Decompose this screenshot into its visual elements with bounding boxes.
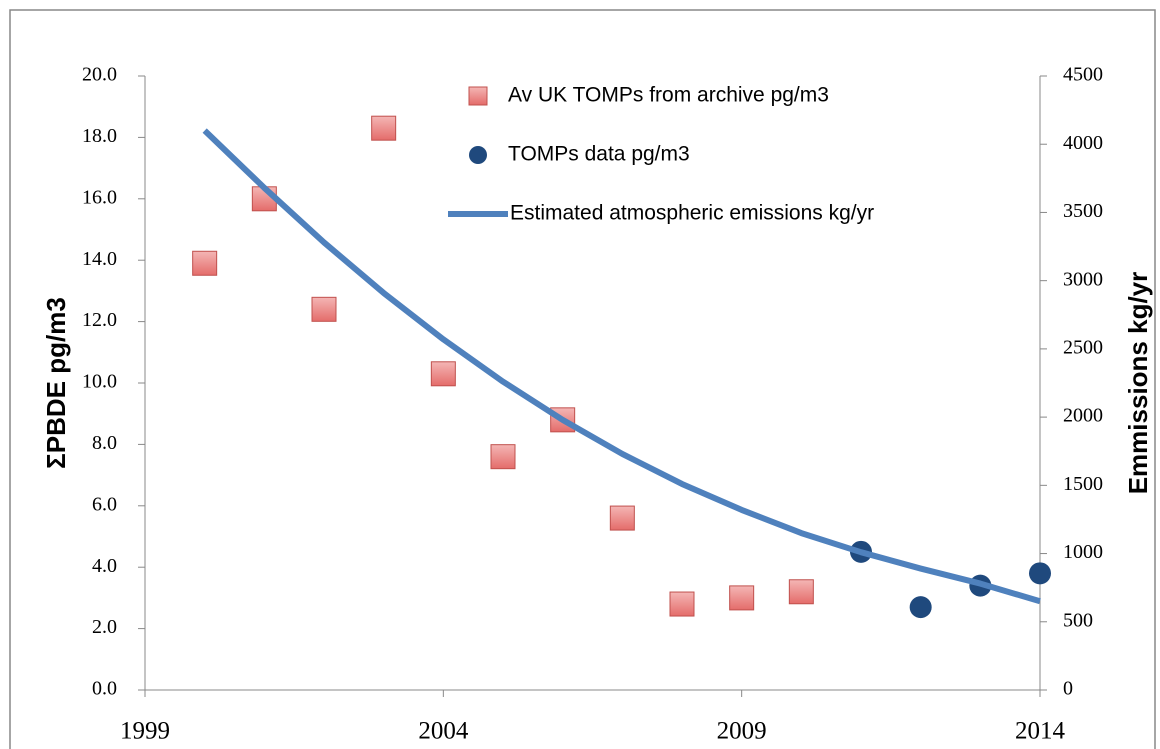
square-marker: [669, 591, 695, 617]
x-tick-label: 1999: [120, 718, 170, 745]
y-tick-label: 20.0: [82, 64, 117, 86]
emission-line: [202, 128, 1041, 605]
y2-tick-label: 500: [1063, 609, 1093, 631]
y2-tick-label: 4000: [1063, 132, 1103, 154]
legend-marker: [469, 146, 487, 164]
y-tick-label: 16.0: [82, 186, 117, 208]
y2-tick-label: 3500: [1063, 200, 1103, 222]
square-marker: [788, 579, 814, 605]
y-tick-label: 18.0: [82, 125, 117, 147]
circle-marker: [909, 596, 932, 619]
legend-label: TOMPs data pg/m3: [508, 143, 690, 166]
y2-axis-label: Emmissions kg/yr: [1123, 272, 1153, 495]
x-tick-label: 2014: [1015, 718, 1066, 745]
legend-label: Estimated atmospheric emissions kg/yr: [510, 202, 874, 225]
y-tick-label: 4.0: [92, 555, 117, 577]
square-marker: [192, 250, 218, 276]
legend-label: Av UK TOMPs from archive pg/m3: [508, 84, 829, 107]
square-marker: [490, 444, 516, 470]
y2-tick-label: 2500: [1063, 336, 1103, 358]
x-tick-label: 2009: [717, 718, 767, 745]
y-tick-label: 10.0: [82, 371, 117, 393]
y2-tick-label: 3000: [1063, 268, 1103, 290]
square-marker: [609, 505, 635, 531]
square-marker: [729, 585, 755, 611]
square-marker: [311, 296, 337, 322]
chart-border: [9, 9, 1156, 749]
y2-tick-label: 4500: [1063, 64, 1103, 86]
y-tick-label: 6.0: [92, 493, 117, 515]
y2-tick-label: 0: [1063, 678, 1073, 700]
y-tick-label: 8.0: [92, 432, 117, 454]
square-marker: [371, 115, 397, 141]
y-tick-label: 12.0: [82, 309, 117, 331]
y-tick-label: 0.0: [92, 678, 117, 700]
y-tick-label: 2.0: [92, 616, 117, 638]
y2-tick-label: 1500: [1063, 473, 1103, 495]
square-marker: [430, 361, 456, 387]
y2-tick-label: 1000: [1063, 541, 1103, 563]
y2-tick-label: 2000: [1063, 405, 1103, 427]
x-tick-label: 2004: [418, 718, 469, 745]
y-axis-label: ΣPBDE pg/m3: [41, 297, 71, 469]
y-tick-label: 14.0: [82, 248, 117, 270]
circle-marker: [1029, 562, 1051, 585]
legend-marker: [468, 86, 488, 106]
